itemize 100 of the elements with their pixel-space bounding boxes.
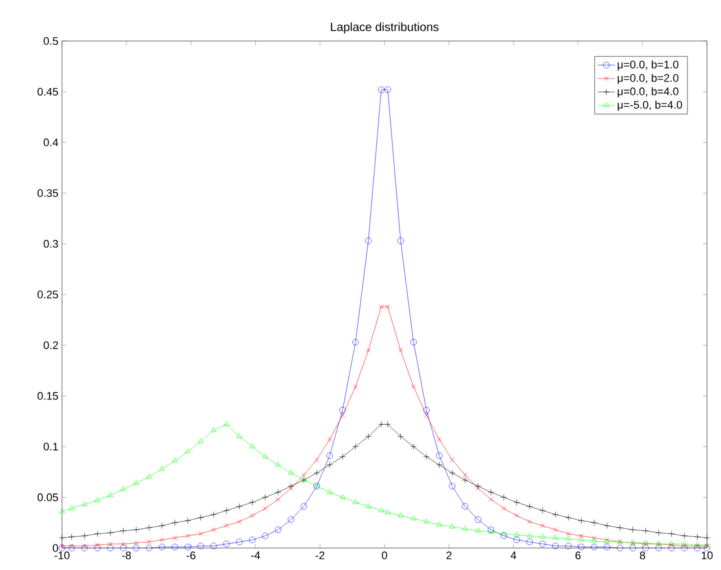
point (436, 452, 443, 459)
point (514, 532, 520, 537)
point (59, 508, 65, 514)
y-tick-label: 0.4 (44, 138, 58, 146)
point (704, 544, 710, 552)
point (184, 517, 191, 524)
point (514, 536, 520, 544)
point (276, 497, 280, 502)
point (300, 503, 308, 510)
point (302, 472, 306, 478)
point (132, 544, 140, 552)
y-tick-label: 0.1 (44, 442, 58, 450)
point (158, 544, 166, 550)
point (384, 421, 391, 428)
x-tick-label: 4 (510, 552, 516, 560)
point (326, 489, 332, 494)
point (108, 542, 113, 546)
point (160, 538, 164, 542)
point (223, 540, 230, 548)
point (437, 437, 442, 442)
point (274, 489, 282, 496)
point (262, 494, 268, 500)
x-tick-label: 8 (640, 552, 646, 560)
point (655, 544, 662, 552)
point (552, 542, 559, 550)
point (449, 524, 456, 528)
point (250, 513, 255, 518)
x-tick-label: -10 (54, 552, 70, 560)
point (552, 534, 558, 540)
point (578, 544, 584, 550)
point (462, 503, 468, 510)
point (616, 544, 624, 552)
point (539, 507, 546, 514)
point (236, 503, 243, 510)
y-tick-label: 0.35 (38, 189, 58, 197)
point (502, 506, 506, 511)
point (578, 534, 584, 538)
point (655, 530, 662, 536)
point (146, 540, 152, 544)
point (146, 524, 152, 531)
point (642, 528, 649, 534)
point (94, 497, 100, 502)
point (526, 532, 532, 538)
point (184, 448, 191, 454)
point (514, 499, 520, 506)
legend-label: μ=-5.0, b=4.0 (618, 100, 682, 111)
point (184, 544, 191, 550)
point (526, 538, 533, 546)
point (630, 526, 636, 533)
point (553, 527, 558, 532)
point (132, 526, 140, 533)
point (604, 544, 610, 550)
point (540, 534, 546, 539)
point (436, 521, 442, 526)
point (397, 433, 404, 440)
point (681, 532, 688, 540)
point (58, 544, 66, 552)
point (540, 523, 545, 528)
point (274, 526, 282, 533)
point (210, 542, 217, 550)
point (449, 470, 456, 476)
legend-label: μ=0.0, b=1.0 (618, 60, 678, 70)
point (249, 536, 256, 544)
point (462, 476, 468, 484)
point (411, 384, 416, 390)
chart-title: Laplace distributions (330, 22, 439, 34)
point (462, 526, 468, 530)
point (590, 544, 598, 550)
point (197, 542, 204, 550)
point (224, 523, 229, 528)
point (236, 538, 243, 546)
point (384, 509, 391, 514)
point (500, 494, 508, 500)
point (120, 544, 126, 552)
point (69, 544, 74, 548)
point (566, 531, 571, 536)
point (352, 338, 359, 346)
point (81, 544, 88, 552)
point (436, 462, 443, 468)
point (694, 544, 701, 552)
point (197, 514, 204, 521)
point (339, 406, 346, 414)
point (526, 503, 533, 510)
point (185, 534, 190, 538)
point (704, 534, 710, 542)
point (366, 503, 372, 508)
point (210, 511, 217, 518)
y-tick-label: 0.3 (44, 240, 58, 248)
point (552, 511, 559, 518)
x-tick-label: 2 (446, 552, 452, 560)
x-tick-label: -8 (122, 552, 131, 560)
point (501, 530, 507, 536)
point (158, 522, 166, 529)
point (424, 518, 430, 524)
point (694, 534, 701, 540)
y-tick-label: 0.45 (38, 88, 58, 96)
point (410, 443, 417, 450)
point (462, 472, 468, 478)
point (450, 457, 455, 462)
y-tick-label: 0 (52, 544, 58, 552)
